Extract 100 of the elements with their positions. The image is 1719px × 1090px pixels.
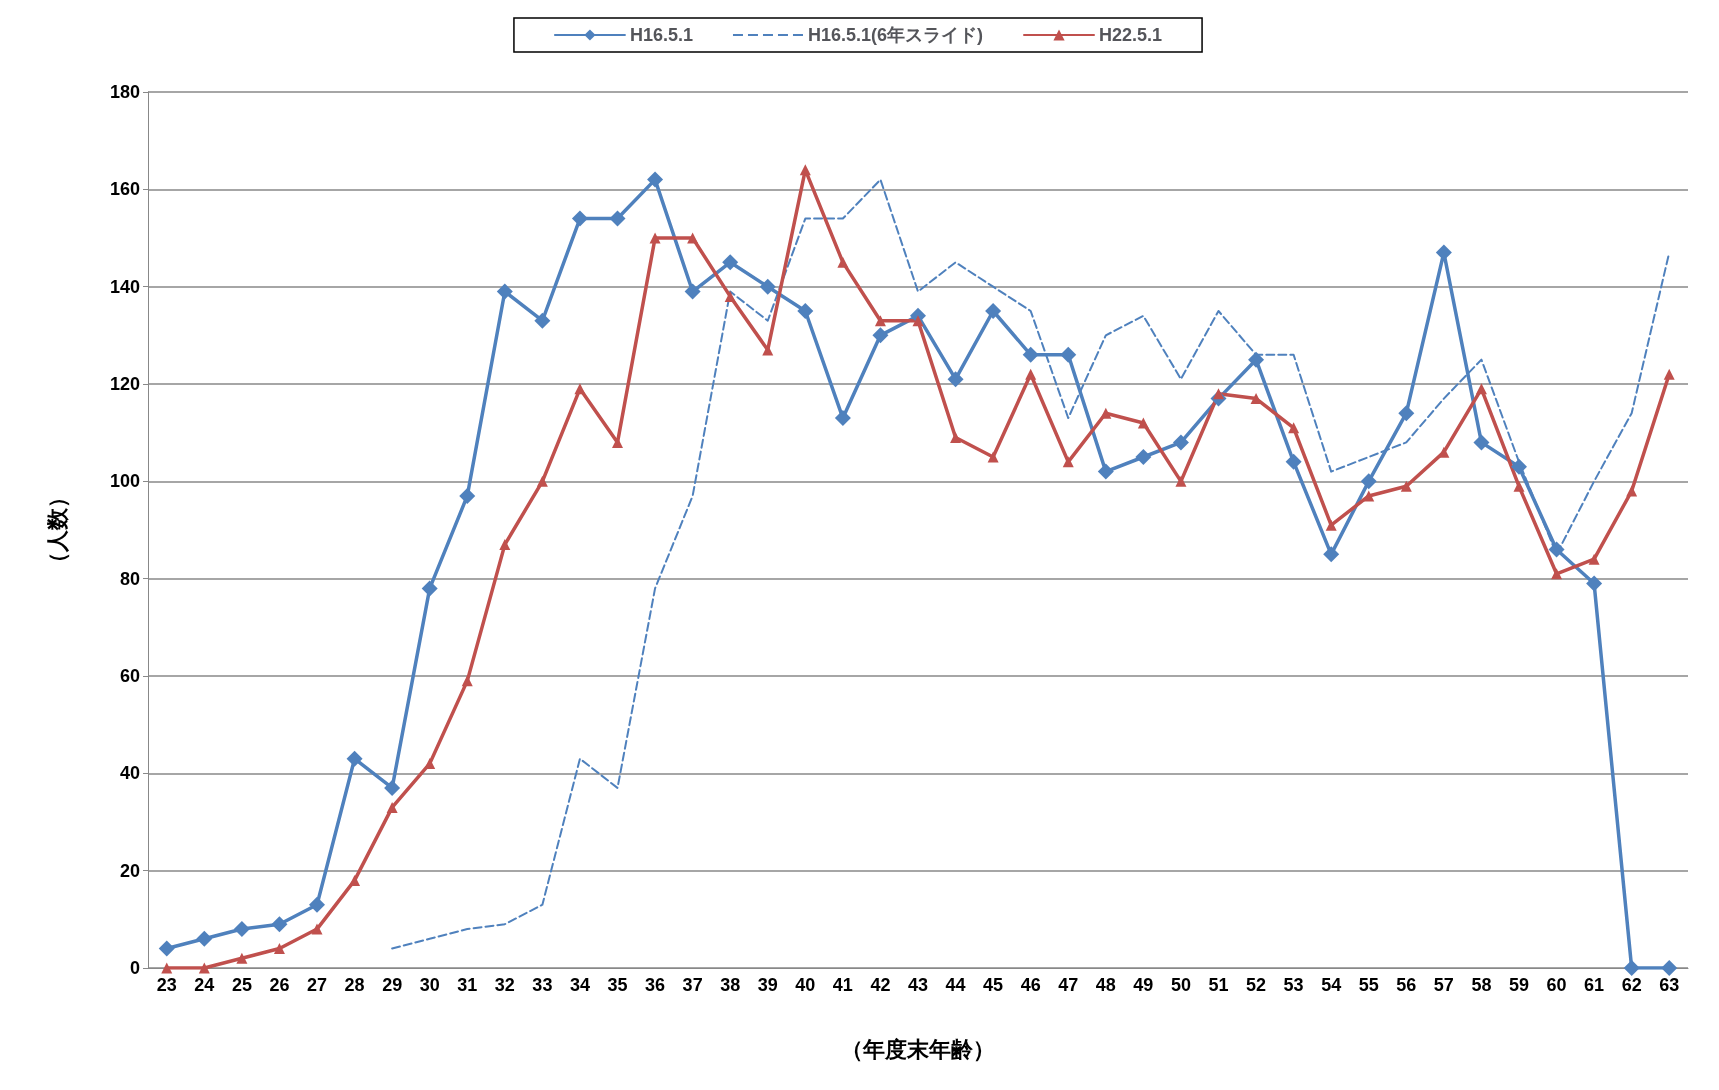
x-tick-label: 33 <box>532 975 553 995</box>
point <box>499 539 511 551</box>
x-tick-label: 59 <box>1508 975 1529 995</box>
x-tick-label: 49 <box>1133 975 1154 995</box>
point <box>649 232 661 244</box>
x-tick-label: 38 <box>720 975 741 995</box>
point <box>759 278 776 295</box>
point <box>1135 449 1152 465</box>
point <box>950 432 962 444</box>
x-tick-label: 26 <box>269 975 290 995</box>
y-axis-title: （人数） <box>44 486 70 574</box>
point <box>196 930 213 947</box>
point <box>1663 368 1675 380</box>
y-tick-label: 120 <box>109 374 140 394</box>
point <box>872 327 889 344</box>
point <box>647 171 664 188</box>
point <box>722 254 739 271</box>
x-tick-label: 28 <box>344 975 365 995</box>
x-tick-label: 36 <box>645 975 666 995</box>
point <box>985 303 1002 319</box>
point <box>837 256 849 268</box>
point <box>724 290 736 302</box>
point <box>1400 480 1412 492</box>
x-tick-label: 29 <box>382 975 403 995</box>
y-tick-label: 40 <box>119 763 140 784</box>
x-tick-label: 31 <box>457 975 478 995</box>
point <box>1060 346 1077 363</box>
point <box>797 303 814 319</box>
legend-label: H16.5.1(6年スライド) <box>807 25 984 45</box>
point <box>384 779 401 796</box>
point <box>1248 351 1265 368</box>
x-tick-label: 24 <box>194 975 215 995</box>
y-tick-label: 160 <box>109 179 140 200</box>
point <box>1097 463 1114 480</box>
x-axis-title: （年度末年齢） <box>841 1036 995 1062</box>
point <box>496 283 513 300</box>
point <box>1062 456 1074 468</box>
point <box>1175 475 1187 487</box>
x-tick-label: 51 <box>1208 975 1229 995</box>
point <box>1623 960 1640 976</box>
y-tick-label: 80 <box>119 568 140 589</box>
point <box>311 923 323 935</box>
point <box>271 916 288 933</box>
y-tick-label: 180 <box>109 82 140 102</box>
x-tick-label: 52 <box>1246 975 1267 995</box>
x-tick-label: 34 <box>569 975 590 995</box>
point <box>421 580 438 597</box>
point <box>386 801 398 813</box>
point <box>1513 480 1525 492</box>
x-tick-label: 41 <box>832 975 853 995</box>
y-tick-label: 0 <box>129 958 140 978</box>
x-tick-label: 63 <box>1659 975 1680 995</box>
point <box>1473 434 1490 451</box>
x-tick-label: 62 <box>1621 975 1642 995</box>
x-tick-label: 56 <box>1396 975 1417 995</box>
point <box>1285 453 1302 470</box>
point <box>158 940 175 957</box>
point <box>1323 546 1340 563</box>
x-tick-label: 58 <box>1471 975 1492 995</box>
legend-label: H22.5.1 <box>1099 25 1163 45</box>
point <box>1475 383 1487 395</box>
point <box>684 283 701 300</box>
point <box>536 475 548 487</box>
point <box>349 874 361 886</box>
point <box>1398 405 1415 422</box>
x-tick-label: 57 <box>1433 975 1454 995</box>
point <box>1363 490 1375 502</box>
y-tick-label: 60 <box>119 666 140 686</box>
point <box>912 315 924 327</box>
point <box>571 210 588 227</box>
y-tick-label: 20 <box>119 860 140 881</box>
point <box>424 758 436 770</box>
point <box>1510 458 1527 475</box>
point <box>459 487 476 504</box>
x-tick-label: 43 <box>907 975 929 995</box>
point <box>161 962 173 974</box>
x-tick-label: 25 <box>231 975 252 995</box>
x-tick-label: 27 <box>307 975 328 995</box>
x-tick-label: 61 <box>1584 975 1605 995</box>
x-tick-label: 60 <box>1546 975 1567 995</box>
x-tick-label: 48 <box>1095 975 1116 995</box>
point <box>273 943 285 955</box>
point <box>1137 417 1149 429</box>
point <box>233 921 250 938</box>
x-tick-label: 40 <box>795 975 816 995</box>
point <box>1551 568 1563 580</box>
x-tick-label: 53 <box>1283 975 1304 995</box>
x-tick-label: 30 <box>419 975 440 995</box>
point <box>947 371 964 388</box>
point <box>1661 960 1678 976</box>
x-tick-label: 45 <box>983 975 1004 995</box>
point <box>834 410 851 427</box>
point <box>1626 485 1638 497</box>
x-tick-label: 50 <box>1170 975 1191 995</box>
point <box>874 315 886 327</box>
x-tick-label: 54 <box>1321 975 1342 995</box>
point <box>1288 422 1300 434</box>
point <box>309 896 326 913</box>
x-tick-label: 46 <box>1020 975 1041 995</box>
point <box>987 451 999 463</box>
